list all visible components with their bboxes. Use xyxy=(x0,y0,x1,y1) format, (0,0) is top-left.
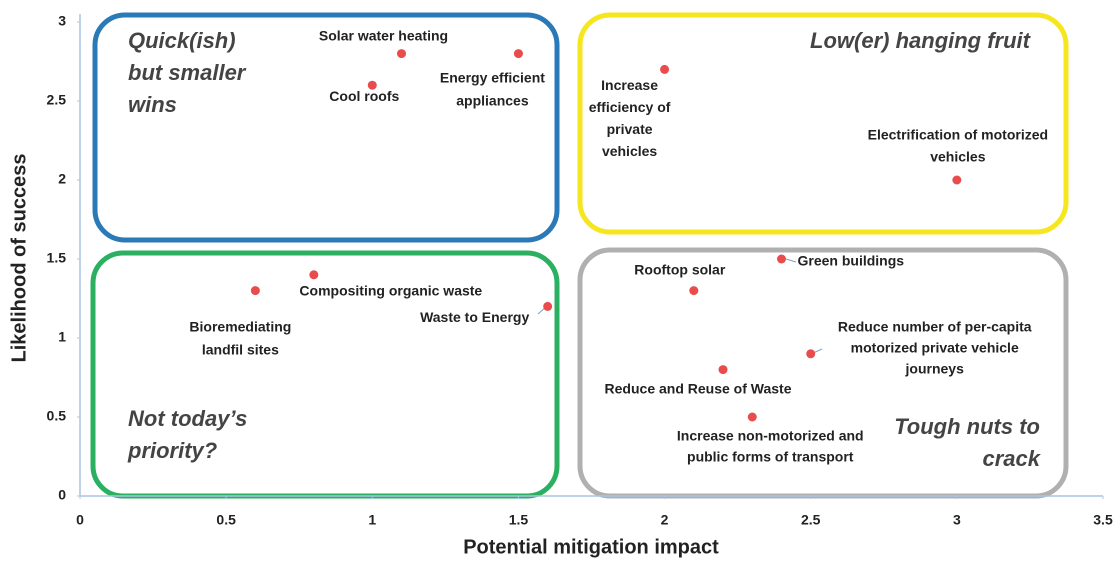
point xyxy=(747,412,757,422)
x-tick-label: 2.5 xyxy=(801,512,821,528)
y-tick-label: 2 xyxy=(58,171,66,187)
y-tick-label: 0 xyxy=(58,487,66,503)
quadrant-label: wins xyxy=(128,92,177,117)
x-tick-label: 3.5 xyxy=(1093,512,1113,528)
point-label: public forms of transport xyxy=(687,449,854,465)
quadrant-label: priority? xyxy=(127,438,217,463)
y-tick-label: 0.5 xyxy=(47,408,67,424)
point-label: Waste to Energy xyxy=(420,309,529,325)
point-label: Compositing organic waste xyxy=(299,283,482,299)
point xyxy=(718,365,728,375)
quadrant-label: Tough nuts to xyxy=(894,414,1040,439)
y-tick-label: 2.5 xyxy=(47,92,67,108)
y-axis-title: Likelihood of success xyxy=(8,154,30,363)
x-tick-label: 0 xyxy=(76,512,84,528)
point-label: Increase xyxy=(601,77,658,93)
point xyxy=(952,175,962,185)
point xyxy=(367,80,377,90)
y-tick-label: 3 xyxy=(58,13,66,29)
point-label: Green buildings xyxy=(797,253,904,269)
point-label: landfil sites xyxy=(202,341,279,357)
point xyxy=(397,49,407,59)
point xyxy=(250,286,260,296)
quadrant-label: but smaller xyxy=(128,60,247,85)
quadrant-label: crack xyxy=(982,446,1041,471)
quadrant-box xyxy=(92,12,560,243)
point-label: Increase non-motorized and xyxy=(677,428,864,444)
x-tick-label: 2 xyxy=(661,512,669,528)
point xyxy=(660,64,670,74)
x-axis-title: Potential mitigation impact xyxy=(463,536,719,558)
point-label: journeys xyxy=(905,361,965,377)
point-label: Solar water heating xyxy=(319,27,448,43)
point-label: vehicles xyxy=(602,143,657,159)
point-label: appliances xyxy=(456,92,529,108)
leader-line xyxy=(785,258,797,263)
point-label: vehicles xyxy=(930,149,985,165)
point xyxy=(309,270,319,280)
x-tick-label: 0.5 xyxy=(216,512,236,528)
point xyxy=(689,286,699,296)
quadrant-box xyxy=(577,12,1069,235)
point-label: Cool roofs xyxy=(329,88,399,104)
point xyxy=(806,349,816,359)
point-label: Energy efficient xyxy=(440,69,545,85)
y-tick-label: 1.5 xyxy=(47,250,67,266)
point xyxy=(776,254,786,264)
point xyxy=(543,301,553,311)
quadrant-label: Not today’s xyxy=(128,406,247,431)
point-label: Reduce and Reuse of Waste xyxy=(605,380,792,396)
point-label: motorized private vehicle xyxy=(851,340,1019,356)
quadrant-label: Quick(ish) xyxy=(128,28,236,53)
point-label: Bioremediating xyxy=(189,318,291,334)
point-label: efficiency of xyxy=(589,99,671,115)
x-tick-label: 1.5 xyxy=(509,512,529,528)
point-label: private xyxy=(607,121,653,137)
x-tick-label: 3 xyxy=(953,512,961,528)
quadrant-label: Low(er) hanging fruit xyxy=(810,28,1032,53)
y-tick-label: 1 xyxy=(58,329,66,345)
point-label: Reduce number of per-capita xyxy=(838,319,1032,335)
point xyxy=(513,49,523,59)
point-label: Rooftop solar xyxy=(634,261,726,277)
point-label: Electrification of motorized xyxy=(868,127,1048,143)
x-tick-label: 1 xyxy=(368,512,376,528)
